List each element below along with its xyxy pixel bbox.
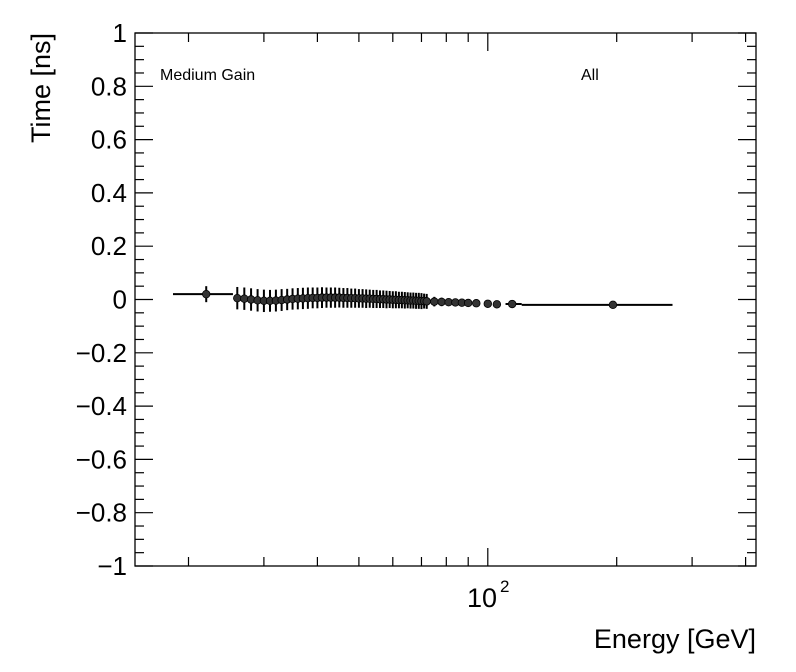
data-points	[172, 286, 673, 313]
y-tick-label: −0.2	[76, 338, 127, 368]
y-tick-label: 0.2	[91, 231, 127, 261]
x-axis-ticks	[187, 33, 747, 566]
y-tick-label: 0.6	[91, 125, 127, 155]
y-axis-title: Time [ns]	[26, 33, 56, 143]
marker	[492, 300, 502, 309]
y-tick-label: −0.8	[76, 498, 127, 528]
marker	[233, 293, 242, 303]
data-point	[464, 298, 473, 308]
data-point	[437, 297, 446, 307]
marker	[483, 299, 492, 308]
data-point	[422, 293, 431, 309]
x-tick-label-100: 10 2	[467, 577, 509, 613]
marker	[422, 297, 431, 306]
marker	[608, 300, 618, 310]
annotation-right: All	[581, 67, 599, 84]
data-point	[430, 296, 439, 307]
y-tick-label: −1	[97, 551, 127, 581]
y-tick-label: −0.4	[76, 391, 127, 421]
marker	[464, 298, 473, 308]
x-tick-label-exp: 2	[500, 577, 509, 596]
data-point	[483, 299, 492, 308]
data-point	[457, 298, 467, 307]
y-tick-label: 1	[113, 18, 127, 48]
data-point	[233, 286, 242, 310]
x-tick-label-base: 10	[467, 583, 497, 613]
y-axis-ticks: −1 −0.8 −0.6 −0.4 −0.2 0 0.2 0.4 0.6 0.8 1	[76, 18, 756, 581]
y-tick-label: 0.4	[91, 178, 127, 208]
y-tick-label: −0.6	[76, 444, 127, 474]
data-point	[451, 298, 460, 307]
data-point	[472, 299, 481, 308]
marker	[472, 299, 481, 308]
marker	[202, 289, 211, 299]
marker	[507, 299, 517, 309]
data-point	[505, 299, 522, 309]
marker	[430, 297, 439, 306]
data-point	[253, 289, 262, 312]
data-point	[521, 300, 673, 310]
y-tick-label: 0	[113, 285, 127, 315]
annotation-left: Medium Gain	[160, 67, 255, 84]
x-axis-title: Energy [GeV]	[594, 624, 756, 654]
marker	[437, 297, 446, 307]
y-tick-label: 0.8	[91, 71, 127, 101]
data-point	[172, 286, 233, 303]
data-point	[492, 300, 502, 309]
